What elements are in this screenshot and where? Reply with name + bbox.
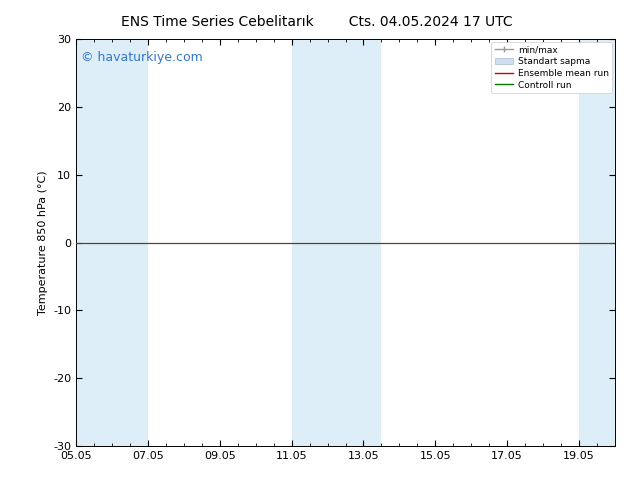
Text: © havaturkiye.com: © havaturkiye.com	[81, 51, 204, 64]
Bar	[292, 39, 382, 446]
Text: ENS Time Series Cebelitarık        Cts. 04.05.2024 17 UTC: ENS Time Series Cebelitarık Cts. 04.05.2…	[121, 15, 513, 29]
Legend: min/max, Standart sapma, Ensemble mean run, Controll run: min/max, Standart sapma, Ensemble mean r…	[491, 42, 612, 93]
Bar	[76, 39, 148, 446]
Bar	[579, 39, 634, 446]
Y-axis label: Temperature 850 hPa (°C): Temperature 850 hPa (°C)	[37, 170, 48, 315]
